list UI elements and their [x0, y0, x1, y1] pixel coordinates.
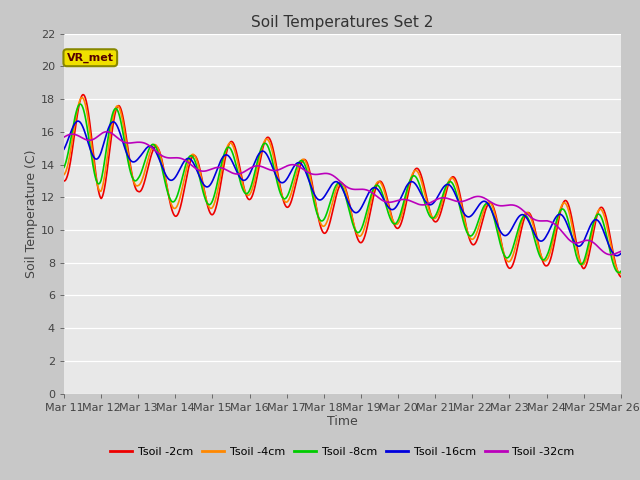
Tsoil -32cm	[103, 129, 111, 134]
Tsoil -32cm	[234, 171, 241, 177]
Line: Tsoil -2cm: Tsoil -2cm	[64, 95, 621, 277]
Tsoil -16cm	[613, 253, 621, 259]
Tsoil -16cm	[74, 118, 82, 124]
Tsoil -16cm	[127, 158, 135, 164]
Tsoil -32cm	[95, 132, 103, 138]
Tsoil -16cm	[617, 251, 625, 256]
Tsoil -32cm	[490, 201, 498, 207]
Tsoil -8cm	[615, 270, 623, 276]
Tsoil -16cm	[445, 182, 452, 188]
Tsoil -2cm	[617, 274, 625, 280]
Tsoil -8cm	[234, 167, 241, 173]
Tsoil -32cm	[60, 134, 68, 140]
Tsoil -2cm	[79, 92, 87, 97]
Tsoil -4cm	[617, 271, 625, 276]
Tsoil -4cm	[617, 271, 625, 276]
Tsoil -32cm	[617, 249, 625, 254]
Tsoil -16cm	[490, 214, 498, 220]
Tsoil -8cm	[127, 171, 135, 177]
Tsoil -32cm	[607, 252, 614, 258]
Tsoil -4cm	[60, 172, 68, 178]
Tsoil -32cm	[127, 140, 134, 146]
Tsoil -4cm	[78, 95, 86, 100]
Tsoil -2cm	[95, 192, 103, 197]
Tsoil -16cm	[95, 154, 103, 159]
Title: Soil Temperatures Set 2: Soil Temperatures Set 2	[252, 15, 433, 30]
Line: Tsoil -32cm: Tsoil -32cm	[64, 132, 621, 255]
Line: Tsoil -4cm: Tsoil -4cm	[64, 97, 621, 274]
Tsoil -8cm	[445, 179, 452, 185]
Tsoil -16cm	[234, 169, 241, 175]
Tsoil -2cm	[490, 206, 498, 212]
Tsoil -2cm	[127, 162, 134, 168]
Tsoil -16cm	[60, 146, 68, 152]
Tsoil -16cm	[127, 157, 134, 163]
Tsoil -4cm	[234, 157, 241, 163]
Tsoil -4cm	[445, 178, 452, 184]
Tsoil -4cm	[127, 165, 134, 170]
Tsoil -8cm	[60, 165, 68, 170]
Tsoil -2cm	[234, 153, 241, 158]
Y-axis label: Soil Temperature (C): Soil Temperature (C)	[25, 149, 38, 278]
Tsoil -8cm	[95, 181, 103, 187]
Tsoil -4cm	[127, 168, 135, 174]
Tsoil -32cm	[127, 140, 135, 146]
Tsoil -32cm	[445, 196, 452, 202]
Text: VR_met: VR_met	[67, 53, 114, 63]
Line: Tsoil -16cm: Tsoil -16cm	[64, 121, 621, 256]
Tsoil -8cm	[617, 268, 625, 274]
Tsoil -4cm	[95, 187, 103, 193]
Legend: Tsoil -2cm, Tsoil -4cm, Tsoil -8cm, Tsoil -16cm, Tsoil -32cm: Tsoil -2cm, Tsoil -4cm, Tsoil -8cm, Tsoi…	[106, 443, 579, 461]
Tsoil -8cm	[76, 101, 84, 107]
Tsoil -2cm	[445, 180, 452, 186]
Tsoil -2cm	[60, 178, 68, 184]
Tsoil -8cm	[127, 168, 134, 174]
Line: Tsoil -8cm: Tsoil -8cm	[64, 104, 621, 273]
Tsoil -8cm	[490, 216, 498, 221]
X-axis label: Time: Time	[327, 415, 358, 429]
Tsoil -4cm	[490, 209, 498, 215]
Tsoil -2cm	[127, 167, 135, 172]
